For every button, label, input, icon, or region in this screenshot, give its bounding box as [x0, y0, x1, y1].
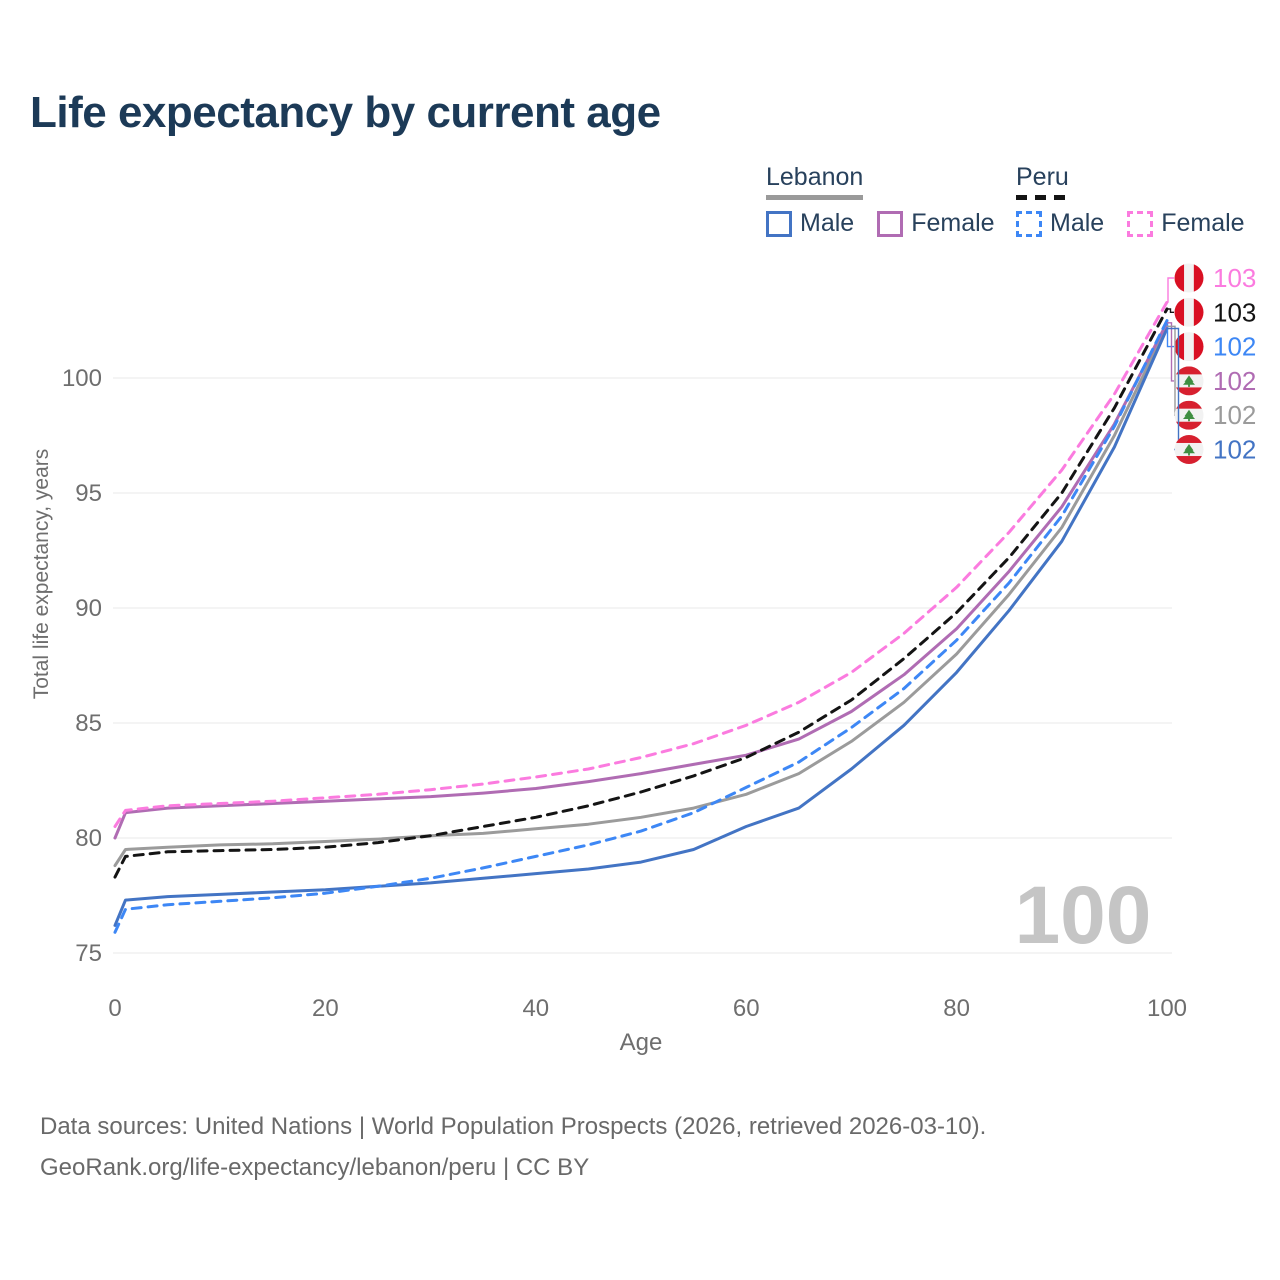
end-value-label-peru-male: 102 — [1213, 332, 1256, 362]
x-tick-label-80: 80 — [943, 995, 970, 1022]
end-value-label-lebanon-male: 102 — [1213, 435, 1256, 465]
lebanon-line-style-swatch — [766, 195, 864, 200]
end-value-label-peru-female: 103 — [1213, 263, 1256, 293]
peru-female-swatch-icon — [1127, 210, 1154, 237]
legend-country-peru[interactable]: Peru — [1016, 163, 1069, 200]
lebanon-flag-icon — [1174, 366, 1204, 396]
end-connector-peru-female — [1167, 277, 1174, 303]
series-line-peru-female — [113, 300, 1169, 828]
legend-country-lebanon-label: Lebanon — [766, 163, 864, 191]
legend-group-peru: Peru Male Female — [1016, 163, 1245, 238]
y-tick-label-85: 85 — [75, 710, 102, 737]
legend-item-label: Female — [1161, 209, 1245, 237]
current-age-watermark: 100 — [1015, 870, 1152, 961]
legend-items-peru: Male Female — [1016, 209, 1245, 238]
footer: Data sources: United Nations | World Pop… — [40, 1106, 986, 1188]
series-line-lebanon-female — [113, 321, 1169, 840]
y-tick-label-80: 80 — [75, 825, 102, 852]
end-value-label-lebanon-female: 102 — [1213, 366, 1256, 396]
legend-item-label: Male — [1050, 209, 1105, 237]
peru-flag-icon — [1174, 263, 1204, 293]
end-connector-peru-male — [1166, 319, 1174, 348]
x-tick-label-20: 20 — [312, 995, 339, 1022]
legend: Lebanon Male Female Peru — [0, 163, 1280, 243]
legend-item-label: Male — [800, 209, 855, 237]
peru-flag-icon — [1174, 332, 1204, 362]
end-value-label-peru-total: 103 — [1213, 297, 1256, 327]
legend-item-lebanon-female[interactable]: Female — [877, 209, 995, 238]
legend-country-peru-label: Peru — [1016, 163, 1069, 191]
peru-male-swatch-icon — [1016, 210, 1042, 237]
y-tick-label-75: 75 — [75, 940, 102, 967]
lebanon-flag-icon — [1174, 435, 1204, 464]
x-tick-label-0: 0 — [108, 995, 121, 1022]
legend-items-lebanon: Male Female — [766, 209, 995, 238]
legend-item-label: Female — [911, 209, 995, 237]
series-line-lebanon-male — [113, 327, 1169, 927]
series-line-peru-total — [113, 307, 1169, 879]
footer-data-sources: Data sources: United Nations | World Pop… — [40, 1113, 987, 1140]
y-tick-label-100: 100 — [62, 365, 102, 392]
x-tick-label-100: 100 — [1147, 995, 1187, 1022]
footer-attribution: GeoRank.org/life-expectancy/lebanon/peru… — [40, 1154, 590, 1181]
lebanon-male-swatch-icon — [766, 210, 792, 237]
y-tick-label-95: 95 — [75, 480, 102, 507]
y-axis-title: Total life expectancy, years — [30, 449, 53, 700]
end-connector-lebanon-female — [1167, 322, 1174, 382]
legend-item-peru-male[interactable]: Male — [1016, 209, 1104, 238]
x-axis-title: Age — [620, 1029, 663, 1056]
x-tick-label-60: 60 — [733, 995, 760, 1022]
y-tick-label-90: 90 — [75, 595, 102, 622]
peru-line-style-swatch — [1016, 195, 1069, 200]
legend-item-lebanon-male[interactable]: Male — [766, 209, 854, 238]
series-line-lebanon-total — [113, 324, 1169, 868]
page-title: Life expectancy by current age — [30, 88, 661, 137]
legend-country-lebanon[interactable]: Lebanon — [766, 163, 864, 200]
series-line-peru-male — [113, 319, 1169, 934]
lebanon-female-swatch-icon — [877, 210, 904, 237]
end-value-label-lebanon-total: 102 — [1213, 400, 1256, 430]
x-tick-label-40: 40 — [522, 995, 549, 1022]
end-connector-peru-total — [1167, 308, 1174, 313]
peru-flag-icon — [1174, 297, 1204, 327]
legend-group-lebanon: Lebanon Male Female — [766, 163, 995, 238]
lebanon-flag-icon — [1174, 400, 1204, 430]
legend-item-peru-female[interactable]: Female — [1127, 209, 1245, 238]
